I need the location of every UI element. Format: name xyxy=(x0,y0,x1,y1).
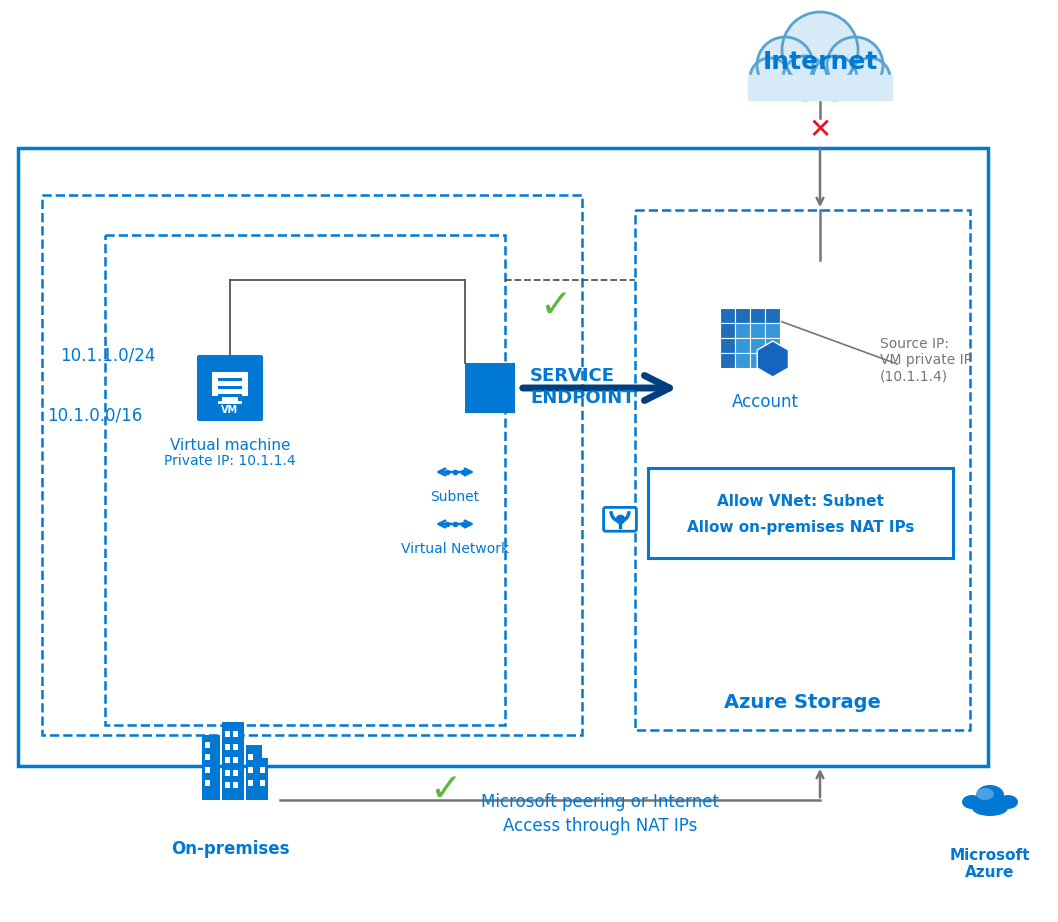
Text: Account: Account xyxy=(731,393,799,411)
Bar xyxy=(720,338,735,353)
Bar xyxy=(233,757,238,763)
Circle shape xyxy=(758,37,813,93)
Ellipse shape xyxy=(972,800,1008,816)
Circle shape xyxy=(827,37,883,93)
Bar xyxy=(225,757,230,763)
Text: Azure Storage: Azure Storage xyxy=(724,692,881,712)
Bar xyxy=(222,722,244,800)
Bar xyxy=(765,308,780,323)
Text: Access through NAT IPs: Access through NAT IPs xyxy=(503,817,697,835)
Bar xyxy=(202,735,220,800)
Bar xyxy=(225,770,230,776)
Circle shape xyxy=(750,58,790,98)
Bar xyxy=(735,323,750,338)
Bar xyxy=(218,378,242,381)
Bar xyxy=(225,731,230,737)
Bar xyxy=(750,308,765,323)
Bar xyxy=(750,338,765,353)
Ellipse shape xyxy=(975,788,995,800)
Bar xyxy=(225,782,230,788)
Bar xyxy=(765,353,780,368)
Bar xyxy=(720,308,735,323)
Bar xyxy=(720,353,735,368)
Bar xyxy=(248,754,253,760)
Text: SERVICE: SERVICE xyxy=(530,367,615,385)
Bar xyxy=(735,308,750,323)
Bar xyxy=(750,353,765,368)
Bar xyxy=(765,338,780,353)
Bar xyxy=(720,323,735,338)
Bar xyxy=(233,731,238,737)
Text: ✓: ✓ xyxy=(539,287,571,325)
Bar xyxy=(260,767,264,773)
Bar xyxy=(248,767,253,773)
FancyBboxPatch shape xyxy=(197,355,263,421)
Circle shape xyxy=(782,12,858,88)
Bar xyxy=(260,780,264,786)
Text: Allow VNet: Subnet: Allow VNet: Subnet xyxy=(717,493,883,509)
FancyBboxPatch shape xyxy=(18,148,988,766)
Bar xyxy=(247,745,262,800)
Text: 10.1.0.0/16: 10.1.0.0/16 xyxy=(47,406,142,424)
Circle shape xyxy=(783,56,827,100)
Text: ✕: ✕ xyxy=(808,116,832,144)
Ellipse shape xyxy=(975,785,1004,805)
Bar xyxy=(205,742,209,748)
Bar xyxy=(735,353,750,368)
Bar xyxy=(233,744,238,750)
FancyBboxPatch shape xyxy=(604,507,637,531)
Text: ENDPOINT: ENDPOINT xyxy=(530,389,635,407)
Text: Allow on-premises NAT IPs: Allow on-premises NAT IPs xyxy=(687,519,914,535)
Text: ✓: ✓ xyxy=(428,771,461,809)
Text: Internet: Internet xyxy=(763,50,878,74)
Bar xyxy=(225,744,230,750)
Bar xyxy=(750,323,765,338)
Bar xyxy=(218,394,242,397)
Text: Microsoft
Azure: Microsoft Azure xyxy=(950,848,1030,881)
FancyBboxPatch shape xyxy=(647,468,953,558)
Bar xyxy=(205,767,209,773)
Text: On-premises: On-premises xyxy=(170,840,289,858)
Ellipse shape xyxy=(998,795,1018,809)
Bar xyxy=(218,386,242,389)
Bar xyxy=(765,323,780,338)
Text: Virtual machine: Virtual machine xyxy=(169,438,290,453)
Bar xyxy=(218,401,242,404)
Bar xyxy=(222,396,238,401)
Text: Private IP: 10.1.1.4: Private IP: 10.1.1.4 xyxy=(164,454,296,468)
Text: VM: VM xyxy=(221,405,238,415)
Circle shape xyxy=(813,56,857,100)
Bar xyxy=(233,782,238,788)
Bar xyxy=(258,758,268,800)
Bar xyxy=(735,338,750,353)
Bar xyxy=(205,780,209,786)
Text: 10.1.1.0/24: 10.1.1.0/24 xyxy=(60,346,156,364)
Text: Microsoft peering or Internet: Microsoft peering or Internet xyxy=(481,793,719,811)
Bar xyxy=(466,363,515,413)
Ellipse shape xyxy=(962,795,982,809)
Bar xyxy=(748,75,892,100)
Text: Subnet: Subnet xyxy=(431,490,479,504)
FancyBboxPatch shape xyxy=(212,372,248,396)
Circle shape xyxy=(850,58,890,98)
Bar xyxy=(233,770,238,776)
Bar xyxy=(205,754,209,760)
Text: Source IP:
VM private IP
(10.1.1.4): Source IP: VM private IP (10.1.1.4) xyxy=(880,337,972,384)
Bar xyxy=(748,75,892,100)
Text: Virtual Network: Virtual Network xyxy=(401,542,509,556)
Bar xyxy=(248,780,253,786)
